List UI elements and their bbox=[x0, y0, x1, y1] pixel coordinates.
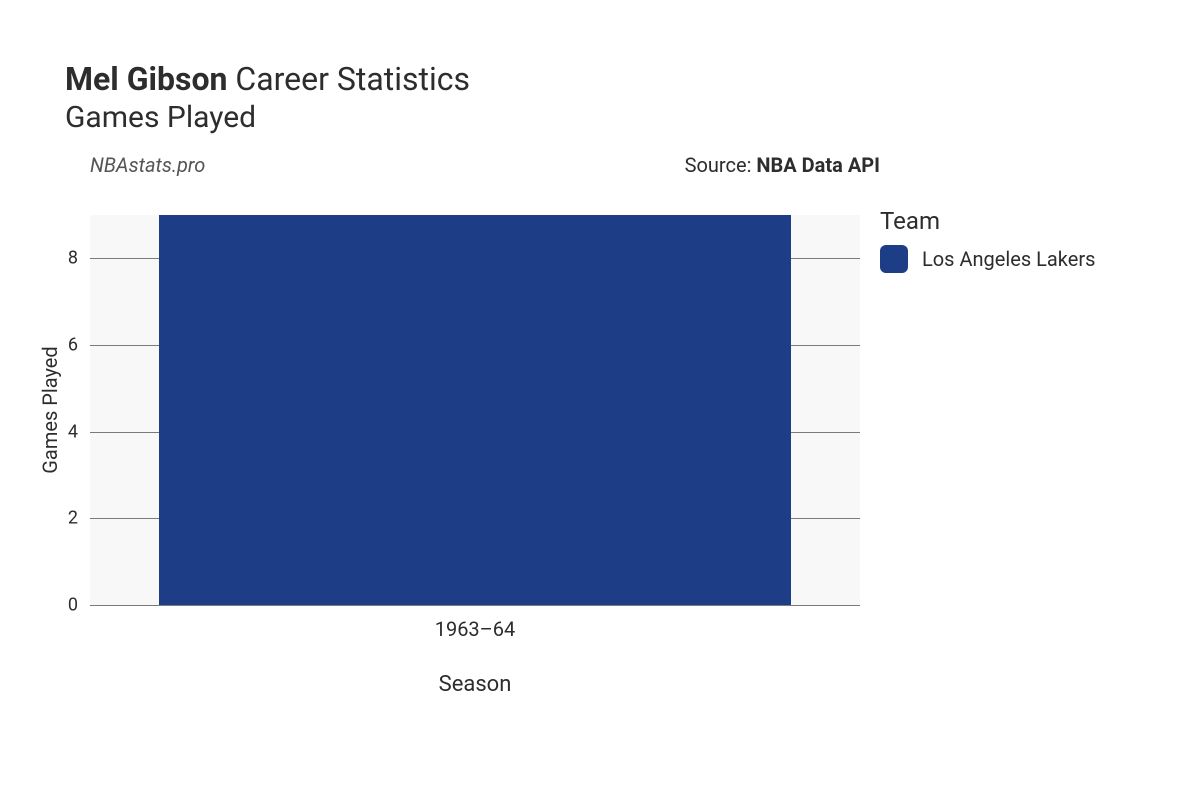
chart-subtitle: Games Played bbox=[65, 100, 1165, 135]
xtick-label: 1963–64 bbox=[435, 617, 516, 641]
ytick-label: 8 bbox=[68, 248, 78, 269]
player-name: Mel Gibson bbox=[65, 60, 227, 98]
x-axis-label: Season bbox=[439, 672, 512, 697]
source-prefix: Source: bbox=[685, 153, 757, 177]
meta-row: NBAstats.pro Source: NBA Data API bbox=[90, 153, 880, 177]
watermark: NBAstats.pro bbox=[90, 153, 205, 177]
legend-item: Los Angeles Lakers bbox=[880, 245, 1095, 273]
ytick-label: 4 bbox=[68, 421, 78, 442]
chart-plot-area bbox=[90, 215, 860, 605]
ytick-label: 0 bbox=[68, 595, 78, 616]
ytick-label: 2 bbox=[68, 508, 78, 529]
ytick-label: 6 bbox=[68, 335, 78, 356]
source-name: NBA Data API bbox=[756, 153, 880, 177]
legend-title: Team bbox=[880, 207, 1095, 235]
legend: Team Los Angeles Lakers bbox=[880, 207, 1095, 273]
bar bbox=[159, 215, 790, 605]
chart-title-line1: Mel Gibson Career Statistics bbox=[65, 60, 1165, 98]
source: Source: NBA Data API bbox=[685, 153, 880, 177]
y-axis-label: Games Played bbox=[38, 346, 62, 473]
gridline bbox=[90, 605, 860, 606]
legend-swatch bbox=[880, 245, 908, 273]
title-suffix: Career Statistics bbox=[235, 60, 470, 98]
legend-label: Los Angeles Lakers bbox=[922, 247, 1095, 271]
